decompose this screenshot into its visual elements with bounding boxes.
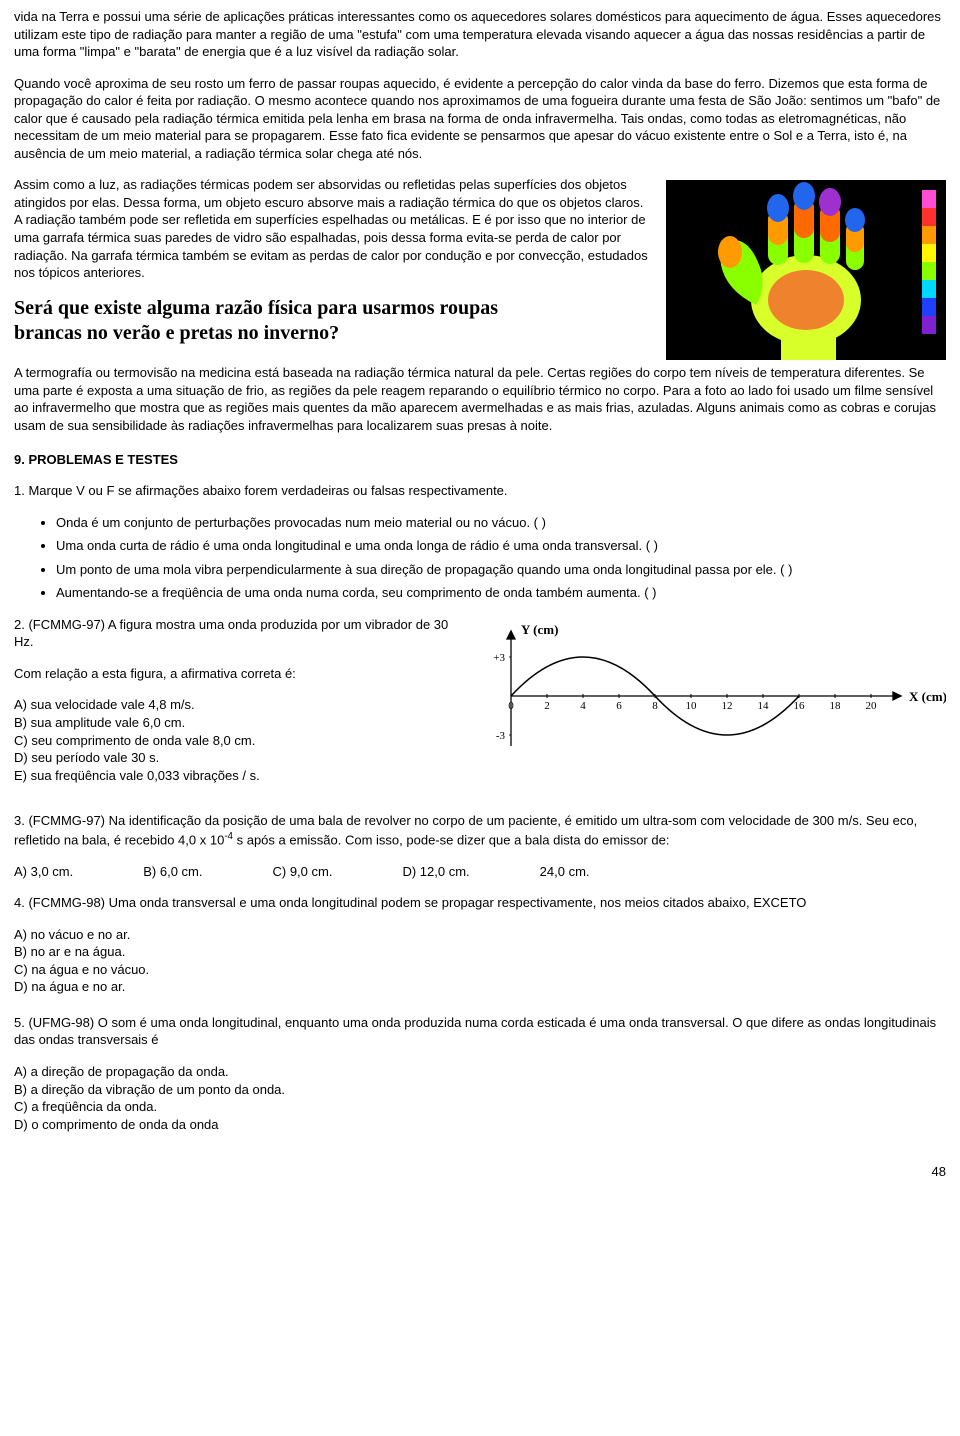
q1-stem: 1. Marque V ou F se afirmações abaixo fo…	[14, 482, 946, 500]
q4-opt: B) no ar e na água.	[14, 943, 946, 961]
ytick: +3	[493, 652, 505, 664]
page-number: 48	[14, 1163, 946, 1181]
q3-ans: 24,0 cm.	[540, 863, 590, 881]
q5-options: A) a direção de propagação da onda. B) a…	[14, 1063, 946, 1133]
q1-item: Um ponto de uma mola vibra perpendicular…	[56, 561, 946, 579]
q2-opt: B) sua amplitude vale 6,0 cm.	[14, 714, 455, 732]
q1-items: Onda é um conjunto de perturbações provo…	[14, 514, 946, 602]
q4-stem: 4. (FCMMG-98) Uma onda transversal e uma…	[14, 894, 946, 912]
xtick: 8	[652, 700, 658, 712]
q5-opt: B) a direção da vibração de um ponto da …	[14, 1081, 946, 1099]
q2-opt: A) sua velocidade vale 4,8 m/s.	[14, 696, 455, 714]
q3-stem-after: s após a emissão. Com isso, pode-se dize…	[233, 832, 669, 847]
q1-item: Aumentando-se a freqüência de uma onda n…	[56, 584, 946, 602]
q3-exponent: -4	[224, 831, 233, 842]
xtick: 2	[544, 700, 550, 712]
xtick: 18	[830, 700, 842, 712]
q4-opt: C) na água e no vácuo.	[14, 961, 946, 979]
q3-answers: A) 3,0 cm. B) 6,0 cm. C) 9,0 cm. D) 12,0…	[14, 863, 946, 881]
q3-ans: B) 6,0 cm.	[143, 863, 202, 881]
q1-item: Uma onda curta de rádio é uma onda longi…	[56, 537, 946, 555]
q3-ans: C) 9,0 cm.	[273, 863, 333, 881]
ytick: -3	[496, 730, 506, 742]
section-9-title: 9. PROBLEMAS E TESTES	[14, 451, 946, 469]
q2-stem-1: 2. (FCMMG-97) A figura mostra uma onda p…	[14, 616, 455, 651]
q3-stem: 3. (FCMMG-97) Na identificação da posiçã…	[14, 812, 946, 848]
q5-opt: A) a direção de propagação da onda.	[14, 1063, 946, 1081]
xtick: 20	[866, 700, 878, 712]
thermal-hand-image	[666, 180, 946, 360]
q2-options: A) sua velocidade vale 4,8 m/s. B) sua a…	[14, 696, 455, 784]
q4-opt: D) na água e no ar.	[14, 978, 946, 996]
xtick: 4	[580, 700, 586, 712]
q5-opt: C) a freqüência da onda.	[14, 1098, 946, 1116]
intro-paragraph-1: vida na Terra e possui uma série de apli…	[14, 8, 946, 61]
question-heading: Será que existe alguma razão física para…	[14, 296, 514, 346]
wave-chart: 0 2 4 6 8 10 12 14 16 18 20 +3 -3	[471, 616, 946, 756]
x-axis-label: X (cm)	[909, 689, 946, 704]
xtick: 12	[722, 700, 733, 712]
q5-opt: D) o comprimento de onda da onda	[14, 1116, 946, 1134]
xtick: 14	[758, 700, 770, 712]
xtick: 0	[508, 700, 514, 712]
q2-opt: E) sua freqüência vale 0,033 vibrações /…	[14, 767, 455, 785]
xtick: 6	[616, 700, 622, 712]
q4-options: A) no vácuo e no ar. B) no ar e na água.…	[14, 926, 946, 996]
q3-ans: A) 3,0 cm.	[14, 863, 73, 881]
xtick: 16	[794, 700, 806, 712]
q4-opt: A) no vácuo e no ar.	[14, 926, 946, 944]
q2-opt: C) seu comprimento de onda vale 8,0 cm.	[14, 732, 455, 750]
q3-ans: D) 12,0 cm.	[402, 863, 469, 881]
q1-item: Onda é um conjunto de perturbações provo…	[56, 514, 946, 532]
xtick: 10	[686, 700, 698, 712]
intro-paragraph-2: Quando você aproxima de seu rosto um fer…	[14, 75, 946, 163]
q5-stem: 5. (UFMG-98) O som é uma onda longitudin…	[14, 1014, 946, 1049]
intro-paragraph-4: A termografía ou termovisão na medicina …	[14, 364, 946, 434]
q2-opt: D) seu período vale 30 s.	[14, 749, 455, 767]
q2-stem-2: Com relação a esta figura, a afirmativa …	[14, 665, 455, 683]
y-axis-label: Y (cm)	[521, 622, 558, 637]
